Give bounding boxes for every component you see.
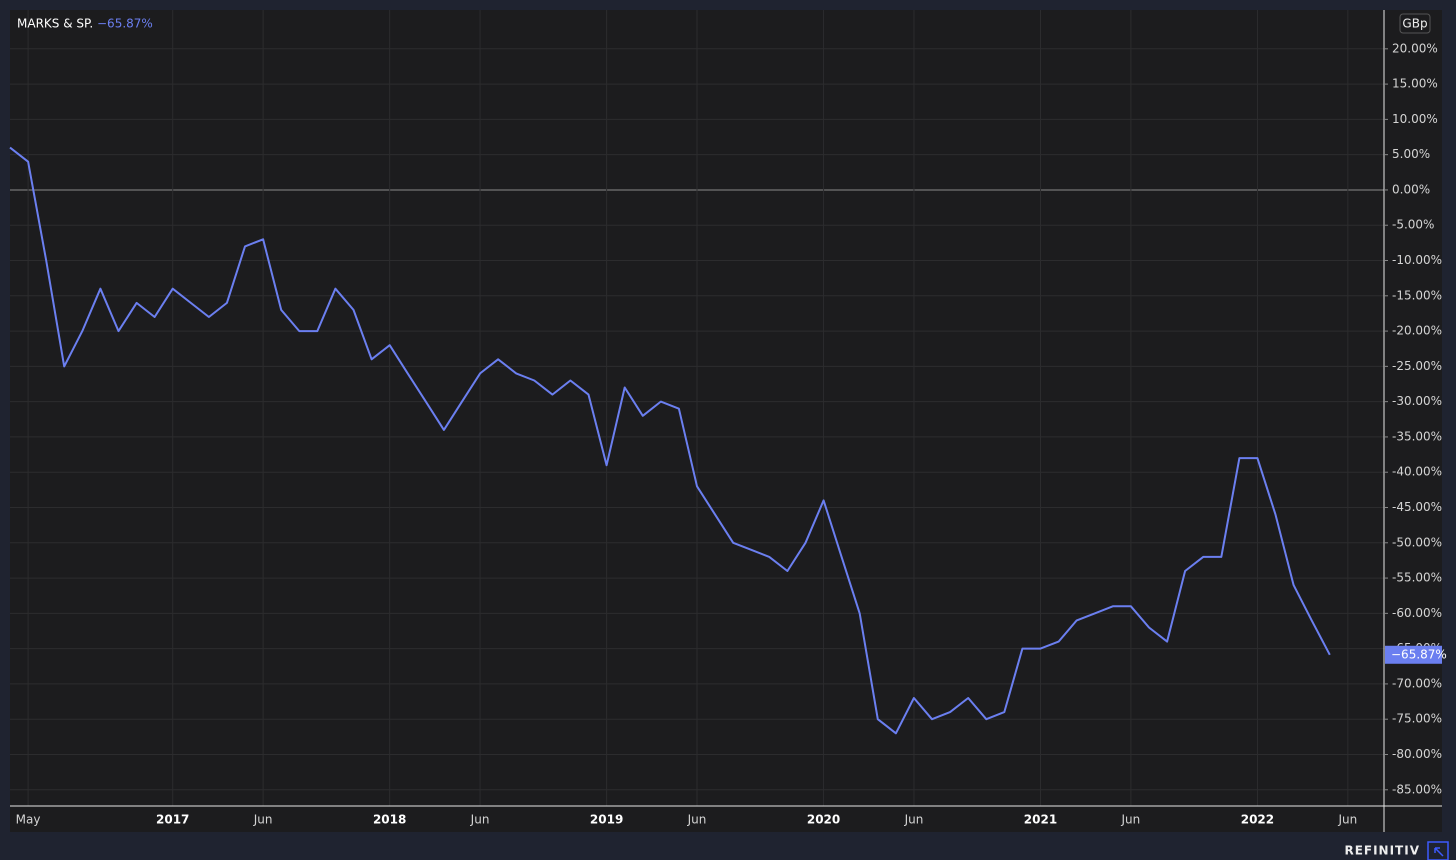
y-tick-label: 5.00% bbox=[1392, 147, 1430, 161]
y-tick-label: -20.00% bbox=[1392, 324, 1442, 338]
y-tick-label: -80.00% bbox=[1392, 747, 1442, 761]
y-tick-label: -5.00% bbox=[1392, 218, 1434, 232]
series-line bbox=[9, 146, 1331, 735]
y-tick-label: -35.00% bbox=[1392, 429, 1442, 443]
x-tick-label: 2018 bbox=[373, 813, 406, 827]
y-tick-label: 0.00% bbox=[1392, 182, 1430, 196]
last-value-label: −65.87% bbox=[1391, 647, 1447, 661]
x-tick-label: 2021 bbox=[1024, 813, 1057, 827]
y-tick-label: -55.00% bbox=[1392, 571, 1442, 585]
marks bbox=[9, 146, 1331, 735]
y-tick-label: -70.00% bbox=[1392, 676, 1442, 690]
y-tick-label: -15.00% bbox=[1392, 288, 1442, 302]
brand: REFINITIV bbox=[1344, 844, 1420, 858]
y-tick-label: -45.00% bbox=[1392, 500, 1442, 514]
y-tick-label: -40.00% bbox=[1392, 465, 1442, 479]
x-tick-label: 2020 bbox=[807, 813, 840, 827]
y-tick-label: -30.00% bbox=[1392, 394, 1442, 408]
legend-value: −65.87% bbox=[97, 17, 153, 31]
y-tick-label: 15.00% bbox=[1392, 77, 1438, 91]
x-tick-label: 2017 bbox=[156, 813, 189, 827]
y-tick-label: -60.00% bbox=[1392, 606, 1442, 620]
x-tick-label: Jun bbox=[470, 813, 490, 827]
currency: GBp bbox=[1402, 17, 1427, 31]
x-tick-label: Jun bbox=[904, 813, 924, 827]
y-tick-label: -50.00% bbox=[1392, 535, 1442, 549]
y-tick-label: -85.00% bbox=[1392, 782, 1442, 796]
x-tick-label: Jun bbox=[1121, 813, 1141, 827]
y-tick-label: 20.00% bbox=[1392, 41, 1438, 55]
plot-background bbox=[10, 10, 1442, 832]
legend-name: MARKS & SP. bbox=[17, 17, 93, 31]
y-tick-label: -10.00% bbox=[1392, 253, 1442, 267]
currency-box bbox=[1399, 13, 1431, 34]
y-tick-label: -25.00% bbox=[1392, 359, 1442, 373]
grid bbox=[10, 10, 1384, 806]
y-tick-label: -75.00% bbox=[1392, 712, 1442, 726]
brand-icon-arrow bbox=[1434, 847, 1444, 857]
x-tick-label: May bbox=[16, 813, 41, 827]
x-tick-label: Jun bbox=[1337, 813, 1357, 827]
x-tick-label: Jun bbox=[687, 813, 707, 827]
last-value-tag bbox=[1385, 645, 1442, 664]
brand-icon bbox=[1427, 841, 1449, 860]
x-tick-label: Jun bbox=[253, 813, 273, 827]
x-tick-label: 2022 bbox=[1241, 813, 1274, 827]
x-tick-label: 2019 bbox=[590, 813, 623, 827]
y-tick-label: 10.00% bbox=[1392, 112, 1438, 126]
